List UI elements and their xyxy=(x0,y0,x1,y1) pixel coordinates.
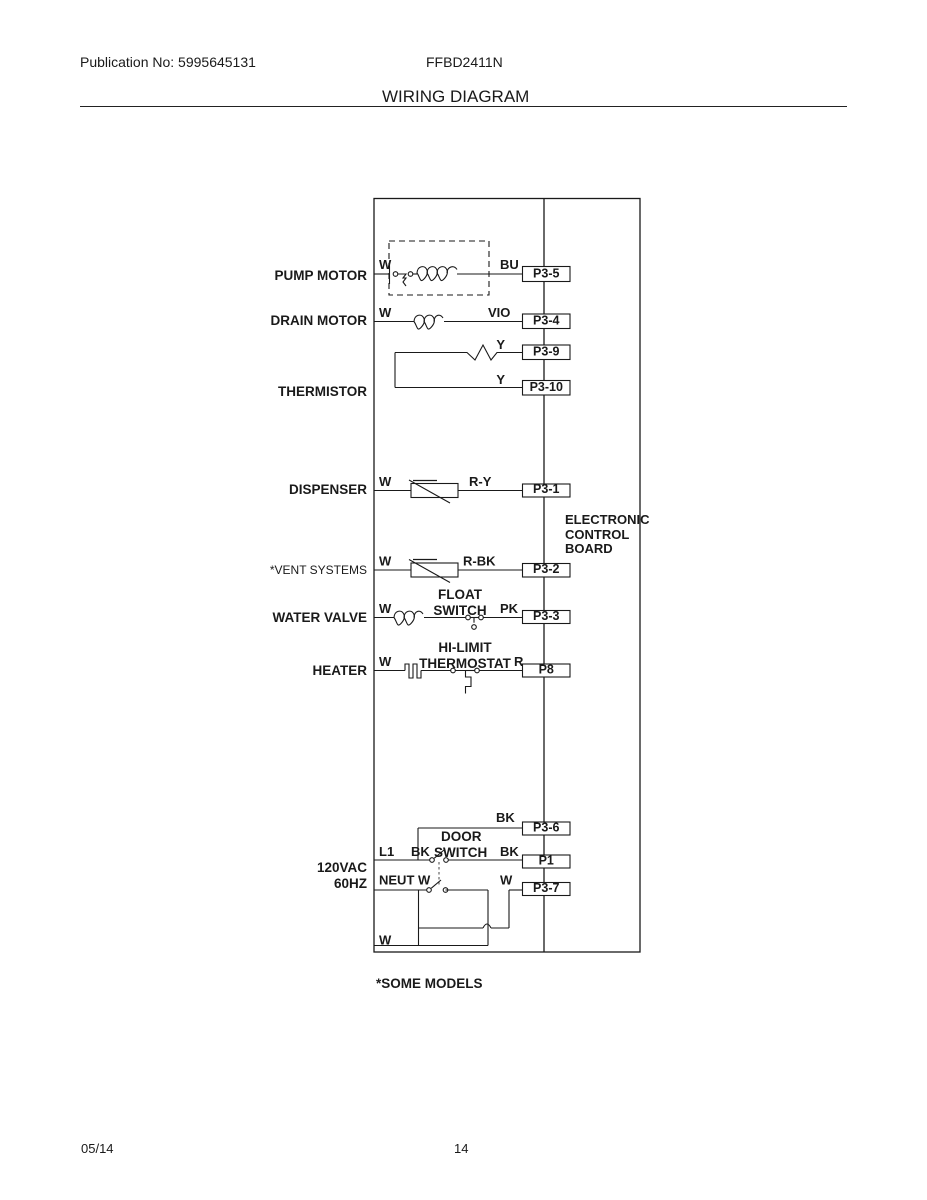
svg-text:P8: P8 xyxy=(539,663,554,677)
svg-text:DRAIN MOTOR: DRAIN MOTOR xyxy=(271,313,368,328)
svg-text:P3-9: P3-9 xyxy=(533,345,559,359)
svg-text:HEATER: HEATER xyxy=(312,663,367,678)
svg-text:R-Y: R-Y xyxy=(469,474,492,489)
svg-text:120VAC: 120VAC xyxy=(317,860,367,875)
svg-text:P3-2: P3-2 xyxy=(533,562,559,576)
svg-text:P1: P1 xyxy=(539,854,554,868)
svg-text:60HZ: 60HZ xyxy=(334,876,367,891)
svg-text:ELECTRONIC: ELECTRONIC xyxy=(565,512,650,527)
svg-text:BK: BK xyxy=(411,844,430,859)
svg-text:P3-7: P3-7 xyxy=(533,881,559,895)
svg-text:W: W xyxy=(418,873,431,888)
svg-text:Y: Y xyxy=(496,337,505,352)
svg-text:THERMOSTAT: THERMOSTAT xyxy=(419,656,511,671)
svg-text:L1: L1 xyxy=(379,844,394,859)
svg-text:BU: BU xyxy=(500,257,519,272)
svg-text:PUMP MOTOR: PUMP MOTOR xyxy=(274,268,367,283)
svg-text:PK: PK xyxy=(500,601,519,616)
svg-text:W: W xyxy=(379,654,392,669)
svg-text:NEUT: NEUT xyxy=(379,873,414,888)
svg-text:P3-6: P3-6 xyxy=(533,821,559,835)
svg-text:HI-LIMIT: HI-LIMIT xyxy=(438,640,492,655)
svg-text:R-BK: R-BK xyxy=(463,554,496,569)
svg-text:WATER VALVE: WATER VALVE xyxy=(273,610,368,625)
svg-text:BK: BK xyxy=(500,844,519,859)
svg-text:BOARD: BOARD xyxy=(565,541,613,556)
svg-text:W: W xyxy=(379,305,392,320)
svg-text:FLOAT: FLOAT xyxy=(438,587,483,602)
svg-text:DISPENSER: DISPENSER xyxy=(289,482,367,497)
svg-text:SWITCH: SWITCH xyxy=(434,845,487,860)
svg-text:W: W xyxy=(500,873,513,888)
svg-text:W: W xyxy=(379,474,392,489)
svg-text:Y: Y xyxy=(496,372,505,387)
svg-text:THERMISTOR: THERMISTOR xyxy=(278,384,367,399)
svg-text:VIO: VIO xyxy=(488,305,510,320)
svg-text:P3-10: P3-10 xyxy=(530,380,563,394)
svg-text:W: W xyxy=(379,601,392,616)
svg-text:*SOME MODELS: *SOME MODELS xyxy=(376,976,483,991)
svg-text:CONTROL: CONTROL xyxy=(565,527,629,542)
svg-text:P3-3: P3-3 xyxy=(533,609,559,623)
svg-text:DOOR: DOOR xyxy=(441,829,482,844)
svg-text:W: W xyxy=(379,933,392,948)
svg-text:R: R xyxy=(514,654,524,669)
svg-text:BK: BK xyxy=(496,810,515,825)
svg-text:*VENT SYSTEMS: *VENT SYSTEMS xyxy=(270,563,367,577)
svg-text:W: W xyxy=(379,554,392,569)
svg-text:P3-4: P3-4 xyxy=(533,314,559,328)
svg-text:SWITCH: SWITCH xyxy=(433,603,486,618)
svg-text:W: W xyxy=(379,257,392,272)
svg-text:P3-5: P3-5 xyxy=(533,267,559,281)
svg-text:P3-1: P3-1 xyxy=(533,482,559,496)
